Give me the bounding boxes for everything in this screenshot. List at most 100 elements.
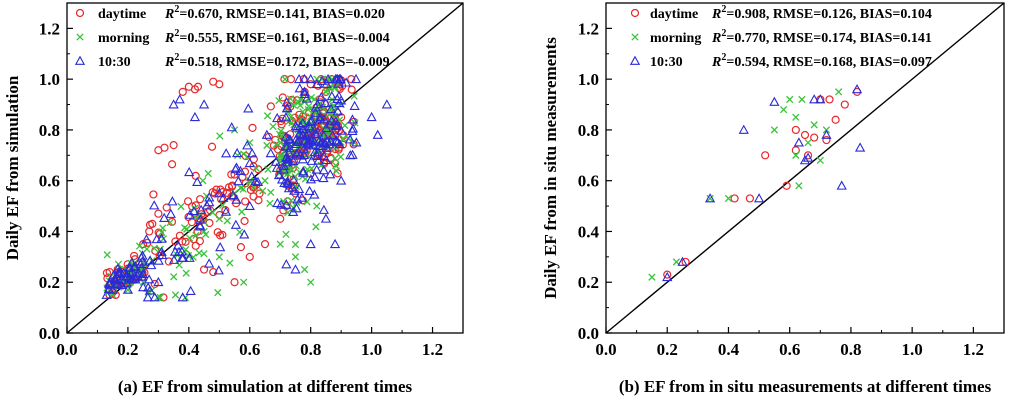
data-point-10:30	[101, 289, 112, 299]
data-point-10:30	[184, 209, 196, 219]
data-point-10:30	[662, 271, 673, 282]
data-point-morning	[192, 231, 200, 240]
data-point-daytime	[240, 216, 249, 226]
chart-panel-b: 0.00.0 0.2 0.2 0.4 0.4 0.6 0.6 0.8 0.8 1.0 1.0 1.2 1…	[541, 2, 1005, 396]
data-point-10:30	[330, 116, 341, 126]
data-point-morning	[135, 242, 144, 250]
data-point-10:30	[283, 183, 295, 193]
x-tick-label: 0.4	[178, 340, 200, 359]
data-point-10:30	[146, 259, 157, 270]
data-point-10:30	[293, 73, 305, 84]
data-point-10:30	[231, 147, 243, 158]
data-point-10:30	[297, 167, 309, 177]
data-point-10:30	[138, 281, 149, 292]
data-point-10:30	[143, 274, 155, 284]
data-point-morning	[786, 95, 794, 104]
data-point-10:30	[324, 139, 335, 149]
legend-label-10:30: 10:30	[98, 55, 131, 70]
data-point-10:30	[301, 93, 312, 103]
data-point-morning	[313, 202, 321, 210]
data-point-10:30	[291, 148, 302, 158]
data-point-daytime	[730, 194, 739, 203]
legend-stats-10:30: R2=0.518, RMSE=0.172, BIAS=-0.009	[164, 52, 390, 70]
data-point-10:30	[347, 114, 358, 124]
data-point-10:30	[122, 284, 134, 294]
data-point-10:30	[282, 176, 293, 186]
data-point-10:30	[167, 196, 178, 206]
data-point-daytime	[130, 251, 139, 261]
data-point-10:30	[153, 255, 164, 265]
data-point-morning	[237, 184, 245, 192]
data-point-morning	[810, 121, 818, 129]
data-point-10:30	[309, 146, 320, 157]
data-point-daytime	[335, 84, 344, 94]
data-point-10:30	[215, 241, 226, 252]
data-point-10:30	[318, 114, 330, 124]
data-point-10:30	[281, 259, 292, 269]
data-point-10:30	[738, 124, 749, 134]
data-point-daytime	[149, 190, 158, 199]
data-point-morning	[238, 208, 246, 216]
data-point-10:30	[704, 193, 716, 203]
x-tick-label: 0.0	[595, 340, 616, 359]
data-point-10:30	[298, 166, 309, 176]
data-point-morning	[201, 230, 210, 239]
data-point-10:30	[334, 97, 345, 108]
data-point-10:30	[312, 99, 323, 109]
data-point-morning	[300, 265, 309, 274]
y-tick-label: 0.8	[39, 121, 60, 140]
data-point-10:30	[318, 172, 329, 183]
data-point-daytime	[227, 170, 236, 179]
data-point-10:30	[109, 273, 120, 283]
data-point-10:30	[332, 106, 343, 116]
x-tick-label: 0.6	[239, 340, 260, 359]
data-point-daytime	[782, 181, 791, 190]
x-tick-label: 0.8	[840, 340, 861, 359]
data-point-daytime	[181, 237, 190, 246]
data-point-morning	[214, 288, 222, 297]
data-point-10:30	[329, 238, 341, 249]
data-point-10:30	[349, 100, 360, 110]
data-point-daytime	[810, 133, 819, 142]
data-point-10:30	[326, 91, 338, 101]
data-point-10:30	[231, 194, 242, 204]
data-point-10:30	[332, 136, 343, 147]
data-point-morning	[182, 269, 190, 277]
data-point-10:30	[793, 137, 805, 147]
data-point-morning	[266, 199, 274, 208]
data-point-morning	[706, 194, 714, 203]
data-point-10:30	[278, 160, 289, 170]
data-point-10:30	[310, 107, 321, 117]
data-point-daytime	[199, 265, 209, 274]
data-point-10:30	[306, 134, 317, 145]
data-point-10:30	[305, 174, 317, 184]
data-point-10:30	[312, 127, 324, 137]
x-axis-label: (a) EF from simulation at different time…	[118, 377, 413, 396]
data-point-10:30	[133, 267, 144, 277]
data-point-morning	[261, 177, 269, 185]
data-point-morning	[798, 95, 806, 104]
data-point-10:30	[296, 192, 308, 202]
data-point-10:30	[290, 264, 301, 274]
legend-marker-morning	[631, 33, 639, 41]
data-point-10:30	[239, 229, 250, 239]
legend: daytime R2=0.908, RMSE=0.126, BIAS=0.104 m…	[629, 4, 932, 70]
data-point-10:30	[194, 221, 206, 231]
data-point-morning	[332, 161, 340, 170]
data-point-daytime	[209, 267, 218, 277]
data-point-morning	[158, 228, 166, 237]
data-point-10:30	[103, 283, 114, 294]
data-point-daytime	[840, 100, 849, 109]
data-point-daytime	[245, 252, 254, 261]
data-point-10:30	[107, 284, 118, 294]
y-tick-label: 0.6	[578, 172, 599, 191]
data-point-10:30	[280, 141, 291, 151]
data-point-daytime	[831, 115, 840, 124]
data-point-10:30	[302, 138, 314, 148]
data-point-10:30	[320, 97, 331, 108]
data-point-10:30	[347, 123, 359, 133]
data-point-10:30	[677, 256, 688, 266]
data-point-10:30	[321, 122, 332, 133]
data-point-morning	[219, 201, 227, 209]
data-point-10:30	[350, 73, 362, 84]
